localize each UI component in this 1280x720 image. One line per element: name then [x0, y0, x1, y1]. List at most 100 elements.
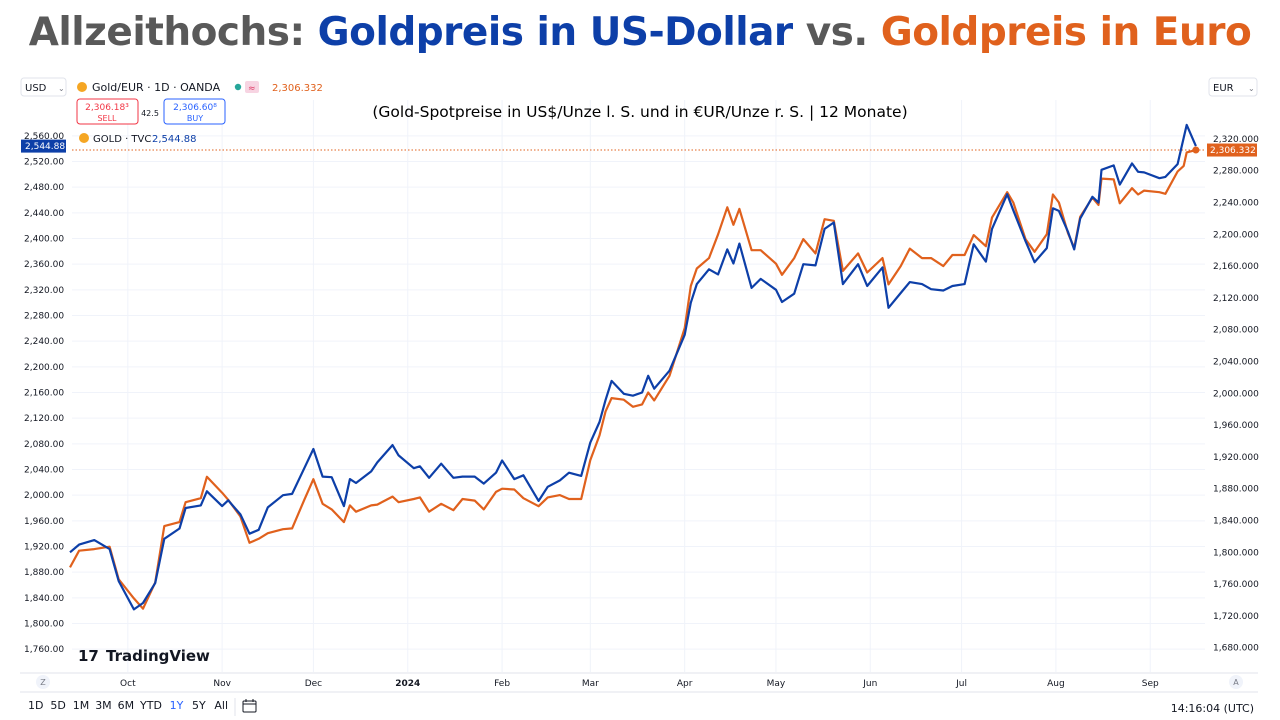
- y-right-tick-label: 1,800.000: [1213, 548, 1259, 558]
- x-tick-label: Aug: [1047, 679, 1065, 689]
- compare-symbol: GOLD · TVC: [93, 134, 151, 145]
- x-tick-label: Jun: [862, 679, 877, 689]
- y-left-tick-label: 1,920.00: [24, 543, 64, 553]
- x-axis: Oct Nov Dec 2024 Feb Mar Apr May Jun Jul Aug Sep: [120, 679, 1159, 689]
- y-left-tick-label: 2,280.00: [24, 312, 64, 322]
- y-left-tick-label: 2,520.00: [24, 158, 64, 168]
- range-button-6m[interactable]: 6M: [117, 699, 135, 712]
- grid: [72, 100, 1205, 672]
- y-right-tick-label: 1,680.000: [1213, 644, 1259, 654]
- x-tick-label: May: [767, 679, 786, 689]
- right-axis: 1,680.000 1,720.000 1,760.000 1,800.000 1,84…: [1213, 135, 1259, 654]
- left-currency-label: USD: [25, 83, 47, 94]
- y-left-tick-label: 1,800.00: [24, 620, 64, 630]
- series-line-usd: [69, 123, 1197, 611]
- x-tick-label: 2024: [395, 679, 420, 689]
- buy-price: 2,306.60⁸: [173, 103, 217, 113]
- y-right-tick-label: 1,760.000: [1213, 580, 1259, 590]
- y-right-tick-label: 2,280.000: [1213, 167, 1259, 177]
- svg-text:≈: ≈: [248, 84, 256, 94]
- market-open-icon: [234, 83, 242, 91]
- y-left-tick-label: 2,560.00: [24, 132, 64, 142]
- x-tick-label: Sep: [1142, 679, 1159, 689]
- left-currency-select[interactable]: USD ⌄: [20, 77, 67, 97]
- range-button-1d[interactable]: 1D: [28, 699, 44, 712]
- last-usd-tag: 2,544.88: [21, 139, 66, 153]
- y-right-tick-label: 1,960.000: [1213, 421, 1259, 431]
- y-right-tick-label: 2,160.000: [1213, 262, 1259, 272]
- y-left-tick-label: 2,400.00: [24, 235, 64, 245]
- last-point-marker: [1192, 146, 1200, 154]
- y-right-tick-label: 2,000.000: [1213, 389, 1259, 399]
- corner-right-label: A: [1233, 678, 1239, 687]
- range-button-3m[interactable]: 3M: [95, 699, 112, 712]
- x-tick-label: Mar: [582, 679, 599, 689]
- y-left-tick-label: 1,760.00: [24, 645, 64, 655]
- series: [69, 123, 1200, 611]
- chevron-down-icon: ⌄: [58, 84, 65, 93]
- y-left-tick-label: 2,080.00: [24, 440, 64, 450]
- y-left-tick-label: 2,000.00: [24, 491, 64, 501]
- zoom-button[interactable]: Z: [36, 675, 50, 689]
- spread-value: 42.5: [141, 109, 159, 118]
- range-button-1m[interactable]: 1M: [72, 699, 90, 712]
- x-tick-label: Feb: [494, 679, 510, 689]
- right-currency-select[interactable]: EUR ⌄: [1208, 77, 1258, 97]
- y-left-tick-label: 1,880.00: [24, 568, 64, 578]
- right-currency-label: EUR: [1213, 83, 1234, 94]
- symbol-value: 2,306.332: [272, 83, 323, 94]
- range-button-ytd[interactable]: YTD: [140, 699, 162, 712]
- compare-value: 2,544.88: [152, 134, 197, 145]
- range-button-1y[interactable]: 1Y: [169, 699, 184, 712]
- clock: 14:16:04 (UTC): [1171, 702, 1254, 715]
- last-usd-value: 2,544.88: [25, 142, 65, 152]
- tradingview-logo-icon: 17: [78, 647, 99, 665]
- headline: Allzeithochs: Goldpreis in US-Dollar vs.…: [0, 10, 1280, 55]
- buy-button[interactable]: 2,306.60⁸ BUY: [163, 98, 226, 125]
- y-left-tick-label: 2,200.00: [24, 363, 64, 373]
- headline-usd: Goldpreis in US-Dollar: [317, 10, 793, 55]
- corner-left-label: Z: [40, 678, 46, 687]
- sell-label: SELL: [97, 114, 117, 123]
- symbol-legend[interactable]: Gold/EUR · 1D · OANDA ≈ 2,306.332: [77, 81, 323, 94]
- y-right-tick-label: 2,320.000: [1213, 135, 1259, 145]
- y-left-tick-label: 2,320.00: [24, 286, 64, 296]
- x-tick-label: Dec: [305, 679, 322, 689]
- x-tick-label: Oct: [120, 679, 136, 689]
- x-tick-label: Nov: [213, 679, 231, 689]
- logo-text: TradingView: [106, 647, 210, 665]
- headline-prefix: Allzeithochs:: [28, 10, 318, 55]
- y-right-tick-label: 2,080.000: [1213, 326, 1259, 336]
- y-right-tick-label: 1,720.000: [1213, 612, 1259, 622]
- y-left-tick-label: 2,120.00: [24, 414, 64, 424]
- y-left-tick-label: 2,160.00: [24, 389, 64, 399]
- y-right-tick-label: 2,200.000: [1213, 230, 1259, 240]
- y-right-tick-label: 1,840.000: [1213, 516, 1259, 526]
- gold-symbol-icon: [77, 82, 87, 92]
- compare-legend[interactable]: GOLD · TVC 2,544.88: [79, 133, 197, 145]
- x-tick-label: Jul: [955, 679, 967, 689]
- range-button-all[interactable]: All: [214, 699, 229, 712]
- chevron-down-icon: ⌄: [1248, 84, 1255, 93]
- sell-price: 2,306.18³: [85, 103, 129, 113]
- y-right-tick-label: 1,880.000: [1213, 485, 1259, 495]
- chart-subtitle: (Gold-Spotpreise in US$/Unze l. S. und i…: [372, 103, 907, 121]
- series-line-eur: [69, 148, 1197, 610]
- calendar-icon[interactable]: [242, 699, 257, 713]
- y-left-tick-label: 2,360.00: [24, 260, 64, 270]
- range-button-5y[interactable]: 5Y: [192, 699, 206, 712]
- sell-button[interactable]: 2,306.18³ SELL: [76, 98, 139, 125]
- headline-vs: vs.: [792, 10, 881, 55]
- buy-label: BUY: [187, 114, 203, 123]
- y-right-tick-label: 2,040.000: [1213, 357, 1259, 367]
- headline-eur: Goldpreis in Euro: [880, 10, 1252, 55]
- y-left-tick-label: 1,960.00: [24, 517, 64, 527]
- y-right-tick-label: 1,920.000: [1213, 453, 1259, 463]
- tradingview-logo[interactable]: 17 TradingView: [78, 647, 210, 665]
- auto-scale-button[interactable]: A: [1229, 675, 1243, 689]
- range-button-5d[interactable]: 5D: [50, 699, 66, 712]
- y-left-tick-label: 2,240.00: [24, 337, 64, 347]
- last-eur-value: 2,306.332: [1210, 146, 1256, 156]
- y-right-tick-label: 2,240.000: [1213, 198, 1259, 208]
